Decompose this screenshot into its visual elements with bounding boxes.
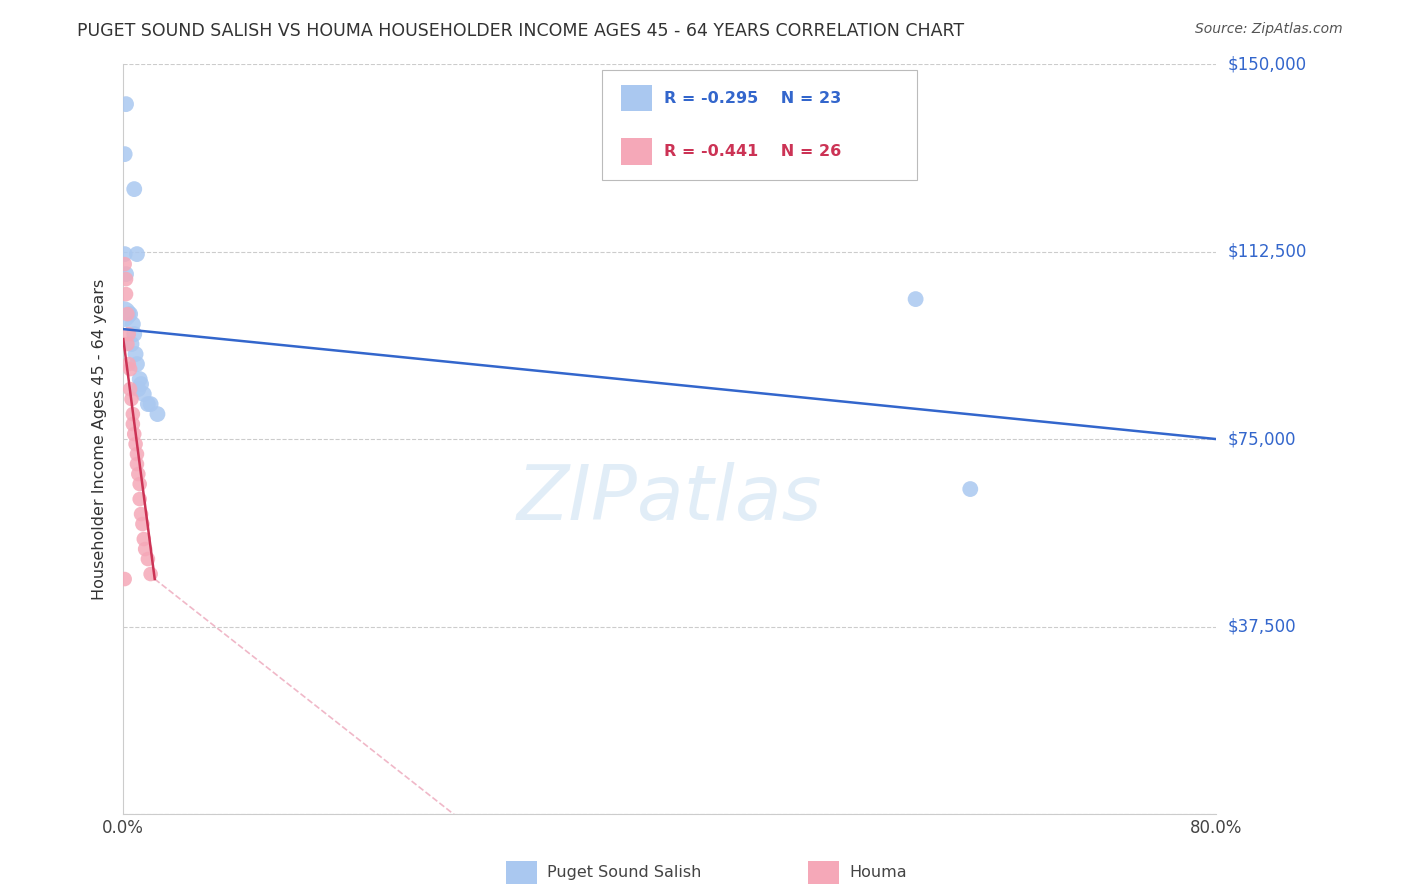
Point bbox=[125, 457, 148, 471]
Point bbox=[121, 417, 143, 431]
Point bbox=[125, 357, 148, 371]
Text: Source: ZipAtlas.com: Source: ZipAtlas.com bbox=[1195, 22, 1343, 37]
Point bbox=[115, 267, 138, 281]
Text: Puget Sound Salish: Puget Sound Salish bbox=[547, 865, 702, 880]
Point bbox=[146, 407, 169, 421]
Point bbox=[139, 567, 162, 582]
Point bbox=[120, 382, 142, 396]
Point bbox=[125, 447, 148, 461]
Text: R = -0.295    N = 23: R = -0.295 N = 23 bbox=[664, 91, 841, 105]
Point bbox=[121, 337, 143, 351]
Point bbox=[115, 272, 138, 286]
Point bbox=[120, 307, 142, 321]
Text: ZIPatlas: ZIPatlas bbox=[517, 462, 823, 536]
Text: $75,000: $75,000 bbox=[1227, 430, 1296, 448]
Point bbox=[121, 317, 143, 331]
Point bbox=[129, 377, 152, 392]
Point bbox=[114, 257, 136, 271]
Point bbox=[122, 327, 145, 342]
Point bbox=[121, 392, 143, 406]
Point bbox=[114, 247, 136, 261]
Point bbox=[959, 482, 981, 496]
Point bbox=[128, 491, 150, 506]
Point bbox=[132, 387, 155, 401]
Point bbox=[125, 247, 148, 261]
Point bbox=[128, 477, 150, 491]
Point bbox=[134, 542, 156, 557]
Point bbox=[114, 572, 136, 586]
Point bbox=[120, 362, 142, 376]
Text: $150,000: $150,000 bbox=[1227, 55, 1306, 73]
Text: Houma: Houma bbox=[849, 865, 907, 880]
Text: $112,500: $112,500 bbox=[1227, 243, 1306, 260]
Point bbox=[124, 437, 146, 451]
Point bbox=[127, 382, 149, 396]
Point bbox=[124, 347, 146, 361]
Point bbox=[118, 357, 141, 371]
Text: R = -0.441    N = 26: R = -0.441 N = 26 bbox=[664, 145, 841, 159]
Point bbox=[115, 287, 138, 301]
Point bbox=[132, 532, 155, 546]
Text: $37,500: $37,500 bbox=[1227, 617, 1296, 635]
Point bbox=[117, 307, 139, 321]
Point bbox=[136, 397, 159, 411]
Text: PUGET SOUND SALISH VS HOUMA HOUSEHOLDER INCOME AGES 45 - 64 YEARS CORRELATION CH: PUGET SOUND SALISH VS HOUMA HOUSEHOLDER … bbox=[77, 22, 965, 40]
Point bbox=[117, 337, 139, 351]
Point bbox=[115, 97, 138, 112]
Point bbox=[121, 407, 143, 421]
Point bbox=[136, 552, 159, 566]
Point bbox=[127, 467, 149, 481]
Point bbox=[904, 292, 927, 306]
Point bbox=[122, 182, 145, 196]
Point bbox=[122, 427, 145, 442]
Point bbox=[112, 307, 135, 321]
Point bbox=[118, 327, 141, 342]
Point bbox=[131, 517, 153, 532]
Point bbox=[139, 397, 162, 411]
Point bbox=[128, 372, 150, 386]
Y-axis label: Householder Income Ages 45 - 64 years: Householder Income Ages 45 - 64 years bbox=[93, 278, 107, 599]
Point bbox=[129, 507, 152, 521]
Point bbox=[114, 147, 136, 161]
